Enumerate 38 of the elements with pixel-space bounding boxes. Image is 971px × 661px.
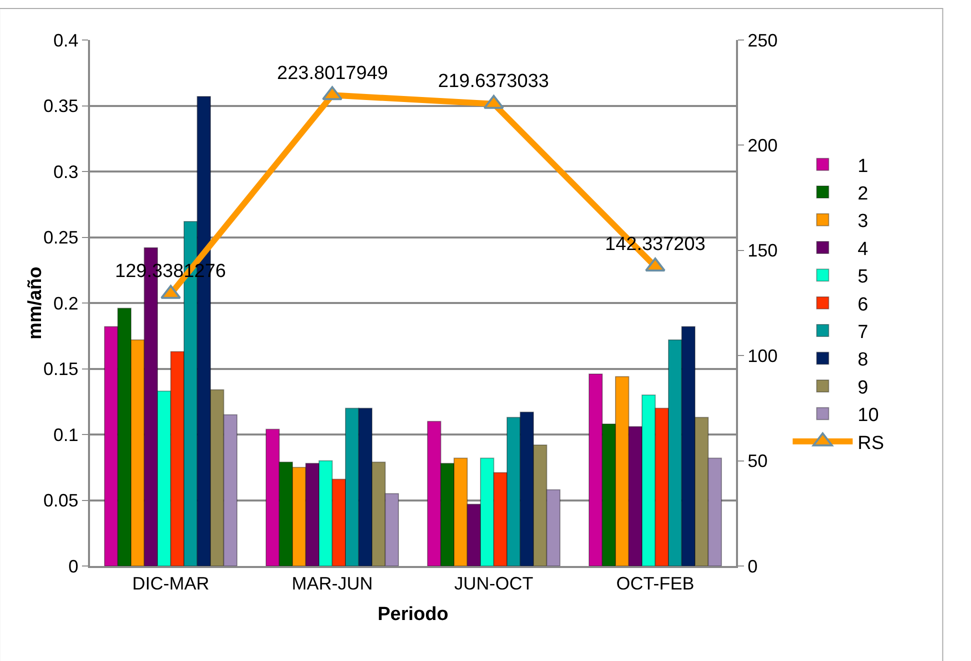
y-tick-label: 0.05	[43, 490, 78, 511]
point	[645, 258, 666, 272]
y2-tick-label: 200	[748, 136, 778, 156]
y2-tick-label: 0	[748, 556, 758, 576]
y-tick-label: 0.15	[43, 359, 78, 380]
legend-label: 9	[858, 377, 868, 398]
x-tick-label: OCT-FEB	[616, 574, 694, 594]
x-tick-label: JUN-OCT	[454, 574, 534, 594]
legend-label: RS	[858, 432, 884, 454]
y2-tick-label: 100	[748, 346, 778, 366]
y-tick-label: 0.35	[43, 96, 78, 116]
y2-tick-label: 250	[748, 30, 778, 50]
data-label: 223.8017949	[277, 63, 388, 84]
y-axis-title: mm/año	[25, 266, 46, 340]
legend-label: 3	[858, 211, 868, 232]
point	[160, 284, 181, 299]
y2-tick-label: 150	[748, 240, 778, 261]
point	[484, 94, 504, 109]
y-tick-label: 0	[68, 556, 78, 576]
legend-label: 6	[858, 294, 868, 316]
legend-label: 4	[858, 238, 869, 260]
legend-label: 10	[858, 405, 879, 426]
legend-label: 8	[858, 350, 868, 371]
legend-label: 2	[858, 183, 868, 204]
y-tick-label: 0.25	[43, 228, 78, 248]
legend-label: 7	[858, 322, 868, 343]
y-tick-label: 0.4	[53, 30, 78, 50]
y-tick-label: 0.2	[53, 293, 78, 314]
y-tick-label: 0.3	[53, 162, 78, 182]
x-tick-label: MAR-JUN	[292, 574, 373, 594]
legend-label: 1	[858, 156, 868, 177]
legend-label: 5	[858, 266, 868, 288]
y2-tick-label: 50	[748, 451, 768, 472]
point	[322, 86, 342, 100]
x-tick-label: DIC-MAR	[132, 574, 210, 594]
y-tick-label: 0.1	[53, 424, 78, 445]
x-axis-title: Periodo	[378, 604, 448, 625]
data-label: 219.6373033	[438, 71, 549, 92]
